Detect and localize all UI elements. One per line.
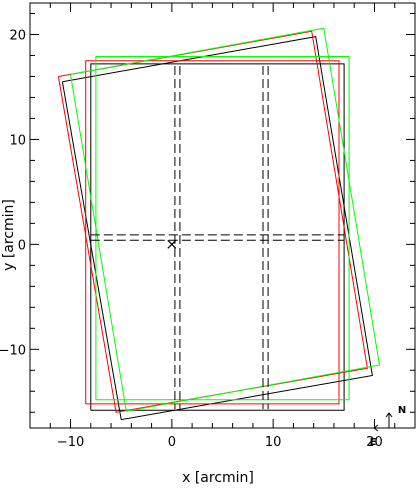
x-tick-label: 20 [366,435,383,450]
y-tick-label: 20 [9,28,26,43]
compass-indicator: N E [370,405,407,448]
origin-marker-stroke-b [167,239,177,249]
outline-2-1 [70,27,381,412]
x-tick-label: −10 [57,435,84,450]
outline-0-1 [61,36,373,421]
outline-2-0 [95,56,350,401]
x-axis-label: x [arcmin] [182,470,254,486]
y-tick-label: −10 [0,343,26,358]
compass-east-arrowhead [373,424,379,432]
x-tick-label: 10 [265,435,282,450]
y-axis-label: y [arcmin] [1,199,17,271]
compass-east-label: E [370,437,377,448]
series-layer [57,27,381,421]
y-tick-label: 0 [18,238,26,253]
compass-north-arrowhead [385,412,393,418]
plot-frame [29,2,416,429]
outline-1-0 [85,60,340,405]
compass-north-label: N [398,405,406,416]
y-tick-label: 10 [9,133,26,148]
tick-layer: −10 0 10 20 −10 0 10 20 [0,3,416,450]
x-tick-label: 0 [168,435,176,450]
outline-1-1 [57,30,368,413]
marker-layer [167,239,177,249]
outline-0-0 [90,63,345,411]
